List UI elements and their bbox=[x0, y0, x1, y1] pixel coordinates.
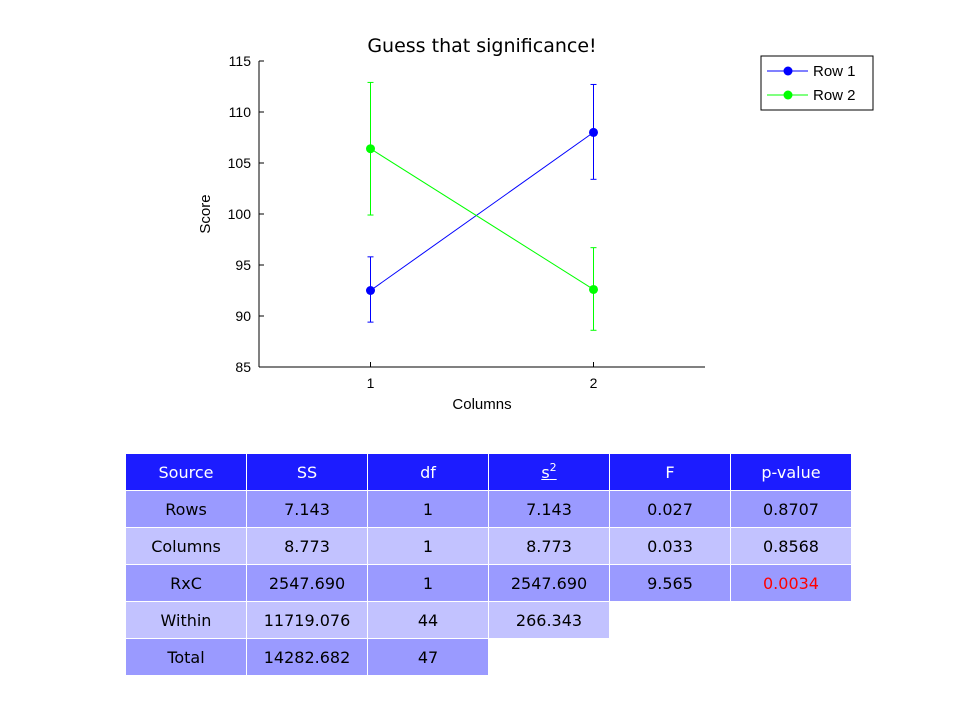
y-tick-label: 95 bbox=[235, 257, 251, 273]
table-row: Total 14282.682 47 bbox=[125, 638, 852, 676]
cell-f: 0.033 bbox=[609, 527, 731, 565]
cell-s2: 7.143 bbox=[488, 490, 610, 528]
x-tick-label: 2 bbox=[590, 375, 598, 391]
header-df: df bbox=[367, 453, 489, 491]
anova-table: Source SS df s2 F p-value Rows 7.143 1 7… bbox=[125, 453, 852, 676]
chart: Guess that significance! 85 90 95 100 105 110… bbox=[197, 35, 874, 413]
cell-df: 1 bbox=[367, 527, 489, 565]
cell-empty bbox=[609, 638, 731, 676]
cell-df: 47 bbox=[367, 638, 489, 676]
cell-source: Columns bbox=[125, 527, 247, 565]
legend-box bbox=[760, 55, 874, 111]
table-header-row: Source SS df s2 F p-value bbox=[125, 453, 852, 491]
legend-label: Row 1 bbox=[813, 63, 856, 80]
cell-source: Total bbox=[125, 638, 247, 676]
cell-empty bbox=[730, 638, 852, 676]
cell-ss: 7.143 bbox=[246, 490, 368, 528]
cell-source: RxC bbox=[125, 564, 247, 602]
legend-label: Row 2 bbox=[813, 87, 856, 104]
series-2 bbox=[366, 81, 598, 331]
y-tick-label: 100 bbox=[228, 206, 252, 222]
header-source: Source bbox=[125, 453, 247, 491]
cell-p-value: 0.8707 bbox=[730, 490, 852, 528]
cell-f: 0.027 bbox=[609, 490, 731, 528]
cell-s2: 8.773 bbox=[488, 527, 610, 565]
header-f: F bbox=[609, 453, 731, 491]
cell-ss: 11719.076 bbox=[246, 601, 368, 639]
header-s2-label: s2 bbox=[541, 460, 557, 482]
legend-marker bbox=[783, 66, 793, 76]
header-ss: SS bbox=[246, 453, 368, 491]
cell-s2: 2547.690 bbox=[488, 564, 610, 602]
y-tick-label: 90 bbox=[235, 308, 251, 324]
table-row: Rows 7.143 1 7.143 0.027 0.8707 bbox=[125, 490, 852, 528]
cell-p-value-significant: 0.0034 bbox=[730, 564, 852, 602]
cell-source: Rows bbox=[125, 490, 247, 528]
cell-ss: 14282.682 bbox=[246, 638, 368, 676]
data-point bbox=[366, 144, 375, 154]
header-s2: s2 bbox=[488, 453, 610, 491]
cell-p-value: 0.8568 bbox=[730, 527, 852, 565]
cell-source: Within bbox=[125, 601, 247, 639]
series-layer bbox=[366, 81, 598, 331]
header-s2-superscript: 2 bbox=[549, 460, 557, 474]
legend: Row 1 Row 2 bbox=[760, 55, 874, 111]
cell-ss: 2547.690 bbox=[246, 564, 368, 602]
y-tick-label: 110 bbox=[229, 104, 252, 120]
table-row: Columns 8.773 1 8.773 0.033 0.8568 bbox=[125, 527, 852, 565]
series-line bbox=[370, 131, 594, 291]
header-p-value: p-value bbox=[730, 453, 852, 491]
cell-s2: 266.343 bbox=[488, 601, 610, 639]
cell-empty bbox=[730, 601, 852, 639]
table-row: Within 11719.076 44 266.343 bbox=[125, 601, 852, 639]
x-tick-label: 1 bbox=[367, 375, 375, 391]
plot-axes bbox=[258, 61, 705, 368]
cell-df: 44 bbox=[367, 601, 489, 639]
data-point bbox=[366, 286, 375, 295]
cell-f: 9.565 bbox=[609, 564, 731, 602]
header-s: s bbox=[541, 462, 550, 482]
cell-empty bbox=[609, 601, 731, 639]
y-axis-ticks: 85 90 95 100 105 110 115 bbox=[228, 53, 264, 375]
cell-ss: 8.773 bbox=[246, 527, 368, 565]
data-point bbox=[589, 284, 598, 294]
chart-title: Guess that significance! bbox=[367, 35, 596, 57]
cell-df: 1 bbox=[367, 490, 489, 528]
y-tick-label: 85 bbox=[235, 359, 251, 375]
legend-marker bbox=[783, 90, 793, 100]
y-tick-label: 115 bbox=[229, 53, 252, 69]
series-1 bbox=[366, 83, 598, 323]
x-axis-label: Columns bbox=[452, 396, 511, 413]
cell-df: 1 bbox=[367, 564, 489, 602]
data-point bbox=[589, 127, 598, 137]
y-tick-label: 105 bbox=[228, 155, 252, 171]
table-row: RxC 2547.690 1 2547.690 9.565 0.0034 bbox=[125, 564, 852, 602]
cell-empty bbox=[488, 638, 610, 676]
series-line bbox=[370, 148, 594, 290]
y-axis-label: Score bbox=[197, 194, 214, 233]
